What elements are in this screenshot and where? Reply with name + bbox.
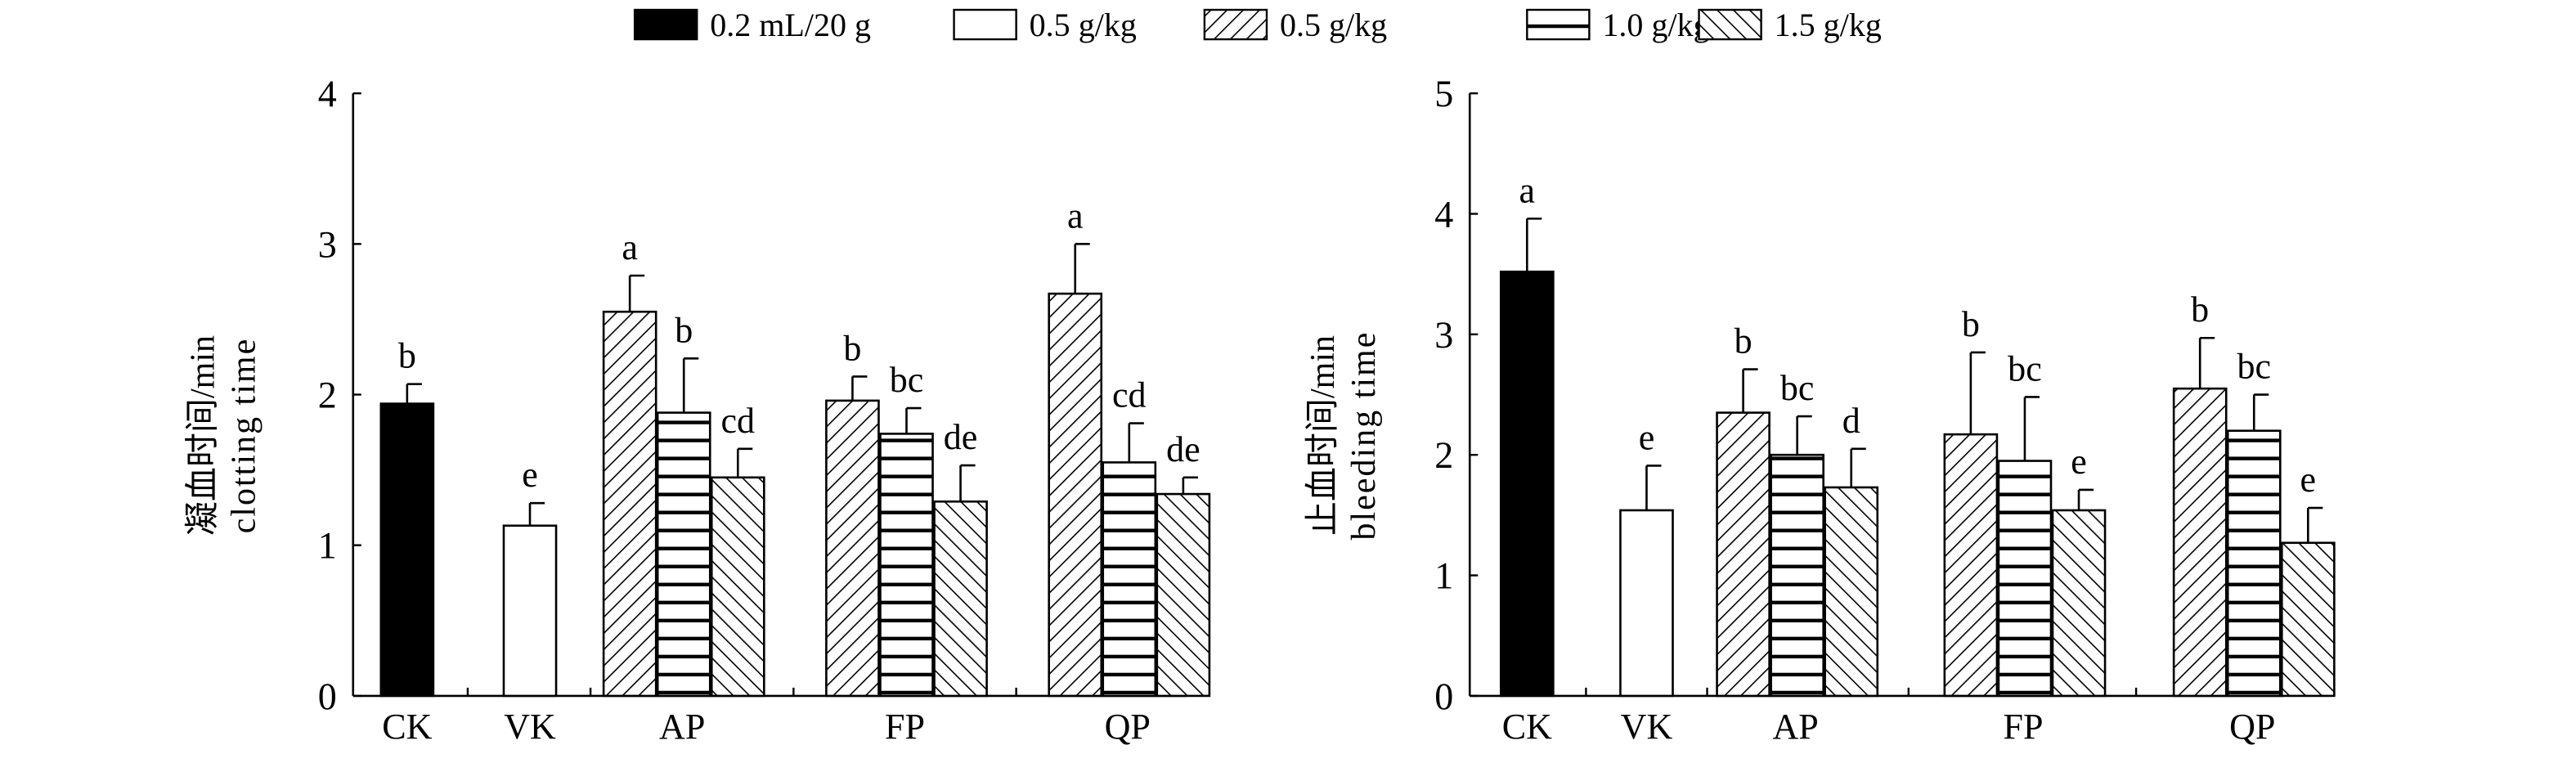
bar-fp-diag-fwd <box>825 399 880 698</box>
significance-letter: bc <box>2237 346 2271 386</box>
significance-letter: cd <box>1112 375 1147 415</box>
significance-letter: d <box>1842 401 1860 441</box>
legend: 0.2 mL/20 g 0.5 g/kg 0.5 g/kg 1.0 g/kg 1.5 g… <box>633 7 1882 43</box>
y-tick-label: 4 <box>1434 193 1453 235</box>
bar-qp-diag-fwd <box>1048 292 1103 698</box>
legend-label: 0.5 g/kg <box>1030 7 1137 43</box>
significance-letter: e <box>1639 417 1655 457</box>
x-tick-label-qp: QP <box>1105 707 1151 747</box>
x-tick-label-vk: VK <box>1621 707 1673 747</box>
y-tick-label: 1 <box>1434 555 1453 597</box>
significance-letter: de <box>944 417 978 457</box>
bar-fp-diag-back <box>933 500 988 698</box>
bar-ap-diag-fwd <box>1716 411 1770 698</box>
legend-swatch-diag-fwd <box>1203 8 1268 41</box>
significance-letter: e <box>2300 460 2317 500</box>
y-tick-label: 3 <box>318 223 337 265</box>
legend-swatch-diag-back <box>1698 8 1762 41</box>
x-tick-label-fp: FP <box>2003 707 2043 747</box>
y-axis-label: 凝血时间/min clotting time <box>185 335 263 536</box>
y-tick-label: 1 <box>318 525 337 567</box>
significance-letter: a <box>1519 170 1536 210</box>
x-tick-label-qp: QP <box>2229 707 2275 747</box>
legend-label: 0.5 g/kg <box>1280 7 1387 43</box>
y-tick-label: 5 <box>1434 73 1453 114</box>
y-tick-label: 4 <box>318 73 337 114</box>
significance-letter: bc <box>2008 348 2042 388</box>
bar-ap-diag-back <box>1824 486 1879 698</box>
significance-letter: b <box>2191 289 2209 330</box>
significance-letter: e <box>522 455 538 495</box>
y-label-en: clotting time <box>226 338 263 534</box>
legend-label: 0.2 mL/20 g <box>710 7 871 43</box>
bar-qp-diag-back <box>2281 541 2336 698</box>
legend-label: 1.0 g/kg <box>1602 7 1709 43</box>
bar-vk-empty <box>502 524 558 698</box>
bar-fp-diag-fwd <box>1943 433 1999 698</box>
x-tick-label-fp: FP <box>885 707 925 747</box>
x-tick-label-ck: CK <box>382 707 432 747</box>
bar-qp-diag-back <box>1156 492 1211 698</box>
x-tick-label-ck: CK <box>1502 707 1552 747</box>
significance-letter: a <box>1067 195 1084 236</box>
x-tick-label-ap: AP <box>1773 707 1819 747</box>
bar-ap-diag-back <box>710 476 765 698</box>
bar-vk-empty <box>1619 509 1674 698</box>
bar-ap-diag-fwd <box>602 310 657 698</box>
significance-letter: b <box>675 310 693 350</box>
bar-ck-solid <box>379 402 435 698</box>
legend-swatch-empty <box>953 8 1017 41</box>
legend-swatch-horiz <box>1526 8 1591 41</box>
significance-letter: de <box>1166 429 1200 469</box>
bar-fp-horiz <box>879 433 934 698</box>
y-tick-label: 3 <box>1434 314 1453 356</box>
significance-letter: bc <box>1780 368 1815 408</box>
y-axis-label: 止血时间/min bleeding time <box>1304 331 1383 541</box>
bar-fp-diag-back <box>2051 509 2107 698</box>
significance-letter: bc <box>890 360 924 400</box>
significance-letter: a <box>622 227 638 267</box>
bar-qp-horiz <box>2226 429 2282 698</box>
significance-letter: b <box>843 328 861 368</box>
x-tick-label-vk: VK <box>504 707 556 747</box>
significance-letter: b <box>1962 304 1980 344</box>
bar-fp-horiz <box>1997 460 2053 698</box>
legend-label: 1.5 g/kg <box>1775 7 1882 43</box>
y-label-cn: 凝血时间/min <box>185 335 222 536</box>
significance-letter: b <box>1735 321 1752 361</box>
significance-letter: b <box>398 336 416 376</box>
bar-ap-horiz <box>656 411 711 698</box>
y-tick-label: 0 <box>318 675 337 717</box>
y-label-cn: 止血时间/min <box>1304 335 1342 536</box>
y-tick-label: 2 <box>1434 434 1453 476</box>
bar-ap-horiz <box>1770 453 1825 698</box>
clotting-time-chart: 0 1 2 3 4 凝血时间/min clotting time CK b VK e AP a b cd FP… <box>185 73 1211 747</box>
significance-letter: e <box>2071 442 2087 482</box>
y-tick-label: 0 <box>1434 675 1453 717</box>
y-label-en: bleeding time <box>1345 331 1383 541</box>
bar-qp-horiz <box>1102 461 1157 698</box>
x-tick-label-ap: AP <box>659 707 705 747</box>
legend-swatch-solid <box>633 8 698 41</box>
y-tick-label: 2 <box>318 375 337 416</box>
significance-letter: cd <box>720 401 755 441</box>
bar-qp-diag-fwd <box>2172 387 2228 698</box>
bar-ck-solid <box>1499 270 1555 698</box>
